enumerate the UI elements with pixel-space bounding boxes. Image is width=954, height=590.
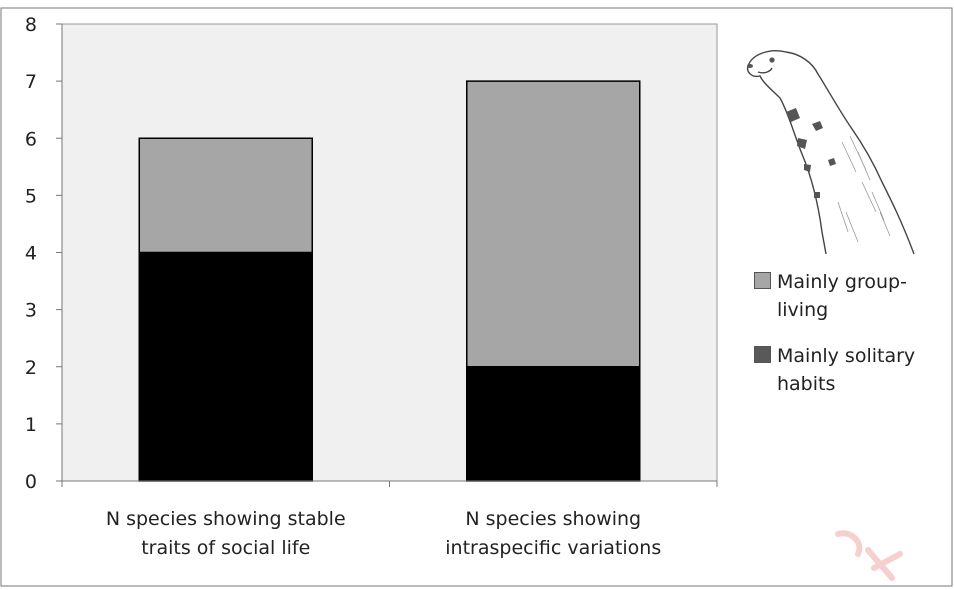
x-tick-label: intraspecific variations: [445, 537, 661, 559]
bar-segment-group-living: [466, 80, 641, 368]
bar-segment-solitary: [138, 251, 313, 482]
legend-label-solitary: Mainly solitary habits: [777, 342, 947, 398]
x-tick-label: N species showing stable: [106, 508, 346, 530]
y-tick-label: 6: [25, 128, 37, 150]
y-tick-label: 4: [25, 243, 37, 265]
chart-legend: Mainly group- living Mainly solitary hab…: [754, 268, 949, 416]
x-tick-label: traits of social life: [141, 537, 310, 559]
legend-item-solitary: Mainly solitary habits: [754, 342, 949, 398]
y-tick-label: 0: [25, 471, 37, 493]
y-tick-label: 3: [25, 300, 37, 322]
legend-label-line: Mainly solitary: [777, 345, 916, 367]
y-tick-label: 1: [25, 414, 37, 436]
legend-label-line: living: [777, 299, 829, 321]
y-tick-label: 8: [25, 14, 37, 36]
legend-label-group-living: Mainly group- living: [777, 268, 947, 324]
x-tick-label: N species showing: [465, 508, 641, 530]
legend-label-line: habits: [777, 373, 836, 395]
legend-label-line: Mainly group-: [777, 271, 907, 293]
y-ticks: 0 1 2 3 4 5 6 7 8: [25, 14, 62, 493]
y-tick-label: 5: [25, 185, 37, 207]
bar-segment-solitary: [466, 366, 641, 482]
watermark-mark: [835, 530, 903, 581]
bars: [138, 80, 641, 482]
legend-swatch-group-living: [754, 272, 771, 289]
chart-frame: [0, 7, 953, 587]
legend-swatch-solitary: [754, 346, 771, 363]
otter-icon: [746, 50, 915, 255]
x-tick-labels: N species showing stable traits of social…: [106, 508, 661, 559]
y-tick-label: 7: [25, 71, 37, 93]
bar-segment-group-living: [138, 137, 313, 254]
y-tick-label: 2: [25, 357, 37, 379]
legend-item-group-living: Mainly group- living: [754, 268, 949, 324]
